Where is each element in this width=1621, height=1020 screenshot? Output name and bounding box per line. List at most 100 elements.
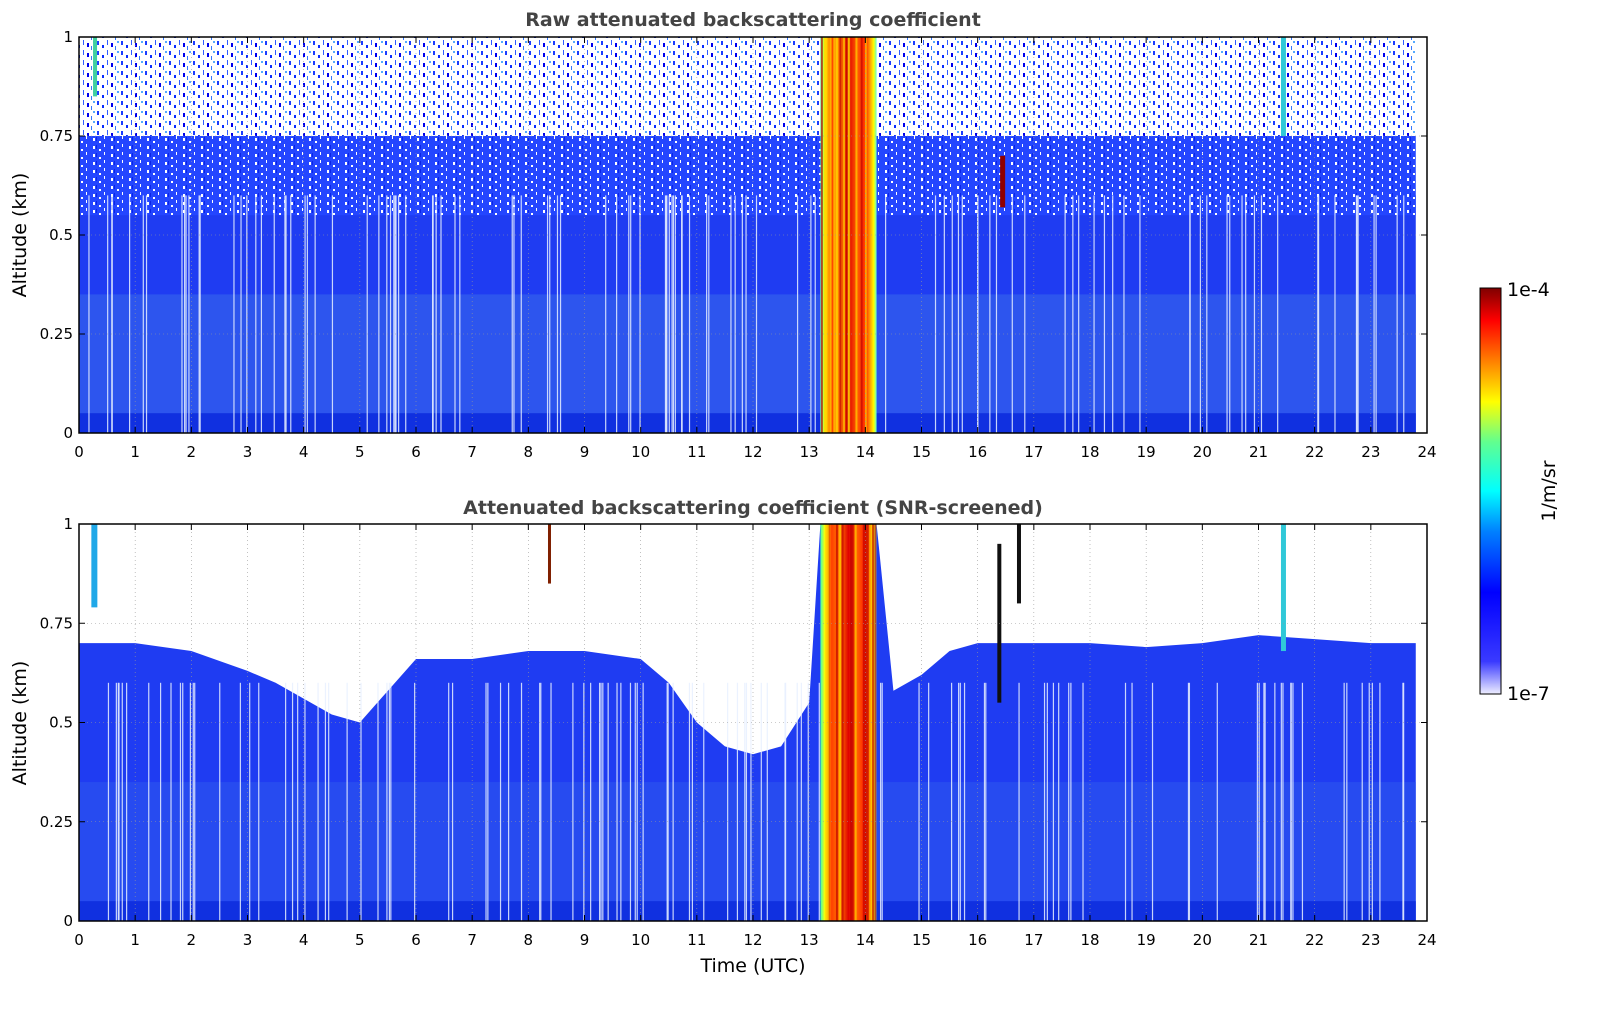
x-tick-label: 22 <box>1305 931 1324 949</box>
screened-panel-title: Attenuated backscattering coefficient (S… <box>463 497 1043 519</box>
x-tick-label: 13 <box>800 931 819 949</box>
raw-gap-line <box>142 195 144 433</box>
raw-gap-line <box>1229 195 1231 433</box>
screened-gap-line <box>1263 682 1265 921</box>
raw-cloud-streak <box>864 37 867 433</box>
screened-gap-line <box>1282 682 1284 921</box>
screened-gap-line <box>1070 682 1072 921</box>
screened-gap-line <box>118 682 120 921</box>
raw-gap-line <box>255 195 257 433</box>
y-tick-label: 0.75 <box>40 127 73 145</box>
screened-gap-line <box>928 682 930 921</box>
raw-gap-line <box>398 195 400 433</box>
raw-gap-line <box>934 195 937 433</box>
raw-gap-line <box>668 195 670 433</box>
screened-gap-line <box>766 682 768 921</box>
screened-gap-line <box>572 682 574 921</box>
screened-surface-band <box>79 901 1416 921</box>
x-tick-label: 7 <box>467 931 477 949</box>
raw-panel-title: Raw attenuated backscattering coefficien… <box>525 9 981 31</box>
raw-gap-line <box>395 195 397 433</box>
screened-gap-line <box>1043 682 1046 921</box>
screened-x-axis: 0 1 2 3 4 5 6 7 8 9 10 11 12 13 14 15 16 17 18 19 20 21 22 23 24 <box>74 524 1437 949</box>
x-tick-label: 2 <box>187 931 197 949</box>
raw-gap-line <box>260 195 263 433</box>
y-tick-label: 0.75 <box>40 614 73 632</box>
screened-gap-line <box>1280 682 1282 921</box>
raw-cloud-streak <box>847 37 850 433</box>
screened-gap-line <box>672 682 674 921</box>
raw-gap-line <box>284 195 286 433</box>
raw-gap-line <box>745 195 747 433</box>
x-tick-label: 8 <box>524 443 534 461</box>
colorbar-unit-label: 1/m/sr <box>1538 460 1560 521</box>
raw-gap-line <box>389 195 392 433</box>
screened-gap-line <box>485 682 487 921</box>
raw-gap-line <box>405 195 407 433</box>
screened-gap-line <box>950 682 953 921</box>
raw-gap-line <box>1024 195 1026 433</box>
screened-gap-line <box>390 682 392 921</box>
x-tick-label: 24 <box>1417 443 1436 461</box>
raw-gap-line <box>734 195 736 433</box>
raw-gap-line <box>111 195 113 433</box>
x-tick-label: 20 <box>1193 931 1212 949</box>
raw-gap-line <box>107 195 109 433</box>
raw-y-axis-label: Altitude (km) <box>9 173 31 298</box>
screened-gap-line <box>736 682 739 921</box>
x-tick-label: 19 <box>1137 931 1156 949</box>
raw-gap-line <box>432 195 434 433</box>
x-tick-label: 14 <box>856 443 875 461</box>
x-tick-label: 16 <box>968 931 987 949</box>
screened-gap-line <box>634 682 636 921</box>
raw-gap-line <box>386 195 388 433</box>
raw-gap-line <box>546 195 549 433</box>
screened-gap-line <box>1258 682 1260 921</box>
screened-lower-band <box>79 782 1416 921</box>
raw-gap-line <box>943 195 945 433</box>
screened-gap-line <box>983 682 986 921</box>
raw-gap-line <box>88 195 90 433</box>
x-tick-label: 1 <box>130 931 140 949</box>
x-tick-label: 24 <box>1417 931 1436 949</box>
raw-gap-line <box>951 195 953 433</box>
screened-gap-line <box>540 682 542 921</box>
raw-gap-line <box>394 195 396 433</box>
x-tick-label: 1 <box>130 443 140 461</box>
raw-gap-line <box>1317 195 1319 433</box>
raw-gap-line <box>755 195 758 433</box>
raw-gap-line <box>246 195 248 433</box>
raw-gap-line <box>664 195 667 433</box>
screened-gap-line <box>691 682 693 921</box>
screened-gap-line <box>590 682 592 921</box>
raw-gap-line <box>1355 195 1358 433</box>
x-tick-label: 11 <box>687 443 706 461</box>
raw-cloud-streak <box>843 37 846 433</box>
raw-cloud-streak <box>845 37 848 433</box>
raw-gap-line <box>559 195 562 433</box>
screened-gap-line <box>148 682 150 921</box>
screened-gap-line <box>745 682 748 921</box>
raw-gap-line <box>1011 195 1013 433</box>
screened-gap-line <box>750 682 752 921</box>
raw-gap-line <box>796 195 799 433</box>
raw-cloud-streak <box>820 37 823 433</box>
screened-gap-line <box>414 682 416 921</box>
screened-gap-line <box>194 682 196 921</box>
screened-cloud-streak <box>864 524 867 921</box>
screened-cloud-streak <box>851 524 854 921</box>
raw-gap-line <box>639 195 641 433</box>
screened-gap-line <box>388 682 390 921</box>
x-tick-label: 18 <box>1080 931 1099 949</box>
screened-gap-line <box>317 682 319 921</box>
x-tick-label: 6 <box>411 443 421 461</box>
raw-gap-line <box>1064 195 1066 433</box>
raw-gap-line <box>304 195 306 433</box>
screened-gap-line <box>620 682 622 921</box>
raw-cloud-streak <box>824 37 826 433</box>
raw-transition-noise <box>79 136 1416 216</box>
x-tick-label: 7 <box>467 443 477 461</box>
screened-gap-line <box>636 682 638 921</box>
x-tick-label: 3 <box>243 931 253 949</box>
raw-gap-line <box>1241 195 1243 433</box>
